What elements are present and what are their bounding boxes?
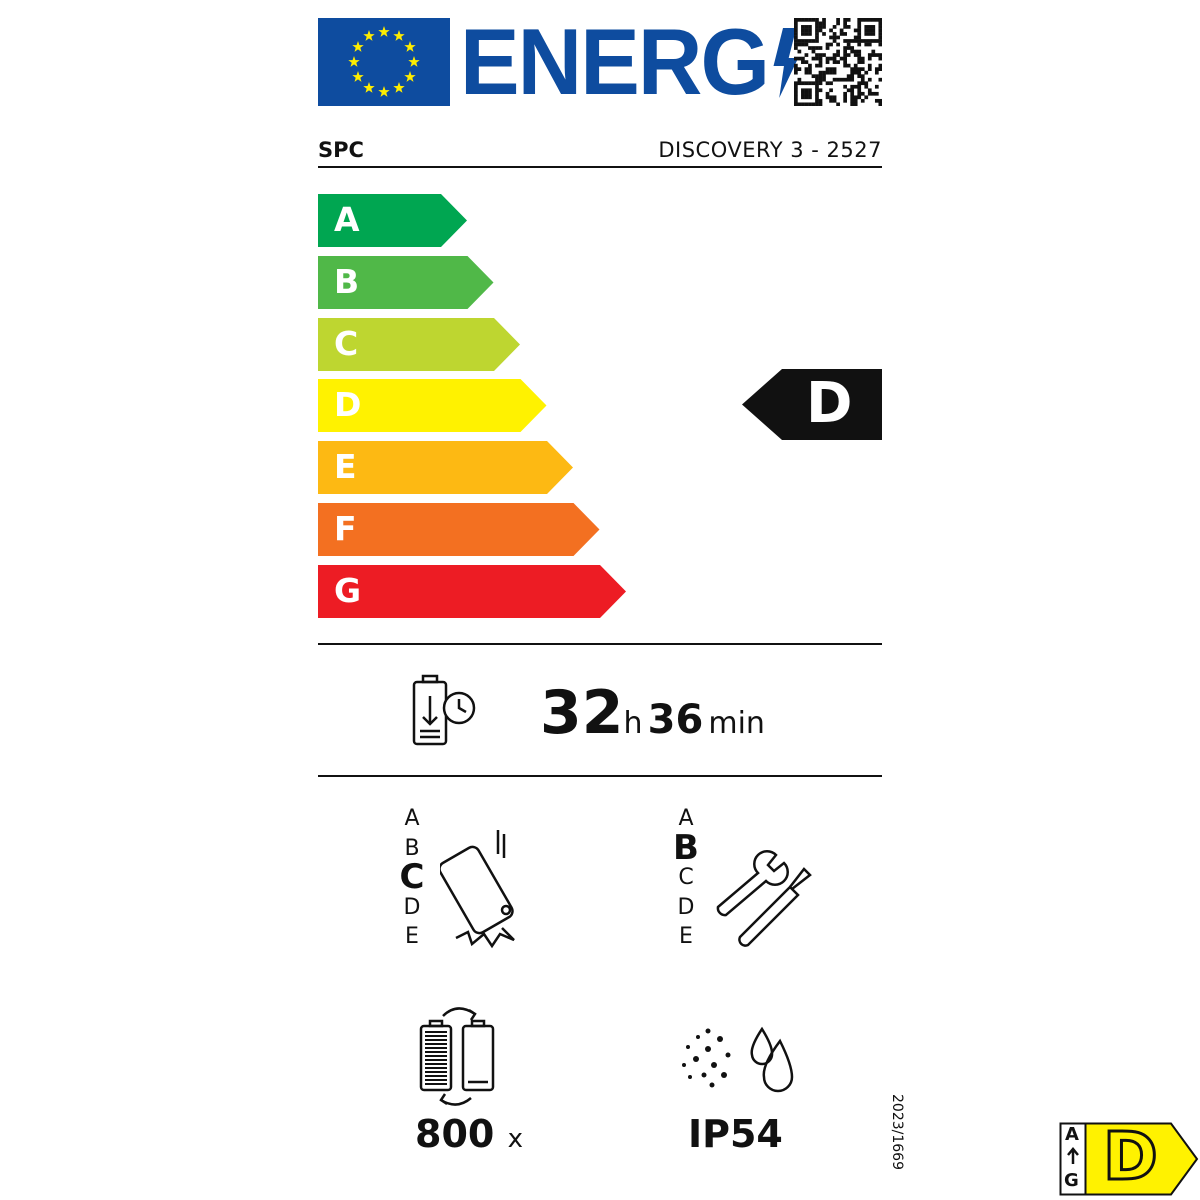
eu-star-icon (408, 56, 420, 67)
class-letter: B (673, 827, 699, 868)
energy-class-bar-c: C (318, 318, 520, 371)
mini-label-rating: D (1102, 1117, 1160, 1197)
model-name: DISCOVERY 3 - 2527 (658, 138, 882, 162)
cycles-value: 800 (415, 1112, 495, 1156)
energy-class-bar-b: B (318, 256, 494, 309)
minutes-unit: min (708, 706, 765, 741)
class-letter: D (403, 894, 421, 920)
lightning-icon (773, 28, 799, 98)
energy-class-label: C (334, 324, 359, 363)
wrench-screwdriver-icon (716, 850, 812, 947)
hours-unit: h (623, 706, 643, 741)
battery-endurance: 32h 36 min (540, 678, 765, 748)
energy-class-bar-d: D (318, 379, 547, 432)
phone-drop-icon (440, 830, 515, 949)
energy-class-bar-g: G (318, 565, 626, 618)
eu-star-icon (404, 71, 416, 82)
divider (318, 166, 882, 168)
energy-logo-text: ENERG (460, 9, 770, 114)
ingress-protection: IP54 (688, 1112, 783, 1156)
eu-star-icon (393, 30, 405, 41)
eu-star-icon (404, 41, 416, 52)
eu-star-icon (352, 71, 364, 82)
energy-class-bar-e: E (318, 441, 573, 494)
class-letter: D (677, 894, 695, 920)
minutes-value: 36 (647, 697, 704, 743)
class-letter: E (405, 924, 419, 949)
divider (318, 643, 882, 645)
dust-water-icon (682, 1026, 794, 1093)
divider (318, 775, 882, 777)
energy-class-label: G (334, 571, 362, 610)
battery-cycles: 800 x (415, 1112, 523, 1156)
cycles-unit: x (507, 1124, 523, 1154)
energy-class-bar-a: A (318, 194, 467, 247)
mini-energy-label: A G D (1059, 1117, 1199, 1197)
eu-flag-logo (318, 18, 450, 106)
rating-letter: D (806, 371, 853, 436)
eu-star-icon (378, 26, 390, 37)
class-letter: E (679, 924, 693, 949)
energy-logo: ENERG (460, 12, 800, 112)
rating-indicator: D (742, 369, 882, 440)
class-letter: C (399, 857, 425, 897)
class-letter: C (678, 865, 694, 890)
eu-star-icon (348, 56, 360, 67)
energy-class-label: B (334, 262, 360, 301)
eu-star-icon (393, 82, 405, 93)
class-letter: A (404, 806, 420, 831)
regulation-number: 2023/1669 (889, 1094, 905, 1170)
energy-class-label: E (334, 447, 357, 486)
battery-cycle-icon (419, 1007, 495, 1106)
brand-name: SPC (318, 138, 364, 162)
class-letter: B (404, 835, 420, 861)
hours-value: 32 (540, 678, 624, 748)
class-letter: A (678, 806, 694, 831)
energy-class-label: A (334, 200, 360, 239)
energy-class-label: D (334, 385, 362, 424)
energy-class-label: F (334, 509, 357, 548)
eu-star-icon (363, 30, 375, 41)
mini-label-bottom: G (1064, 1170, 1079, 1191)
battery-clock-icon (412, 674, 476, 746)
eu-star-icon (363, 82, 375, 93)
energy-class-bar-f: F (318, 503, 600, 556)
mini-label-top: A (1065, 1124, 1079, 1145)
eu-star-icon (352, 41, 364, 52)
qr-code[interactable] (794, 18, 882, 106)
eu-star-icon (378, 86, 390, 97)
